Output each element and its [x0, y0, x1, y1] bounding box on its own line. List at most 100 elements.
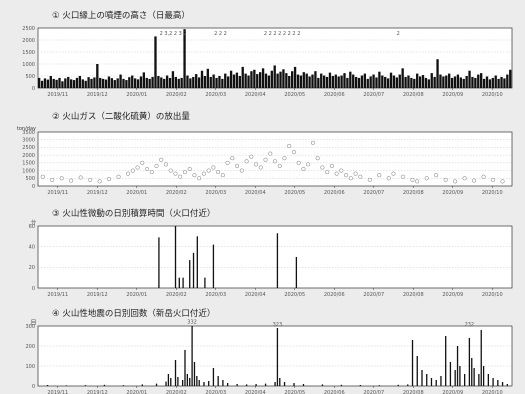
x-tick-label: 2019/11 [47, 92, 68, 98]
x-tick-label: 2020/10 [482, 190, 503, 196]
bar [264, 73, 268, 88]
point [192, 173, 197, 178]
bar [209, 76, 212, 88]
y-tick-label: 1500 [22, 50, 35, 56]
bar [245, 384, 248, 386]
bar [418, 76, 422, 88]
bar [250, 71, 253, 88]
bar [480, 330, 482, 386]
x-tick-label: 2020/06 [324, 190, 345, 196]
point [296, 160, 301, 165]
bar [299, 75, 303, 88]
x-tick-label: 2020/03 [205, 390, 226, 394]
bar [217, 376, 219, 386]
point [500, 179, 505, 184]
bar [445, 336, 447, 386]
point [282, 156, 287, 161]
bar [241, 66, 244, 88]
point [481, 174, 486, 179]
y-tick-label: 2000 [22, 38, 35, 44]
bar [139, 76, 143, 88]
y-tick-label: 500 [25, 176, 35, 182]
x-tick-label: 2020/08 [403, 390, 424, 394]
y-tick-label: 2000 [22, 153, 35, 159]
bar [478, 374, 480, 386]
plot-area [37, 225, 513, 289]
bar [334, 74, 337, 88]
bar [471, 76, 474, 88]
bar [459, 366, 461, 386]
bar [450, 77, 454, 88]
bar [206, 68, 209, 88]
bar [343, 73, 346, 88]
bar [430, 73, 433, 88]
bar [464, 374, 466, 386]
x-tick-label: 2019/12 [87, 390, 108, 394]
bar [163, 78, 166, 88]
point [344, 173, 349, 178]
bar [158, 237, 160, 288]
bar [509, 69, 512, 88]
bar [485, 76, 489, 88]
point [367, 177, 372, 182]
bar [506, 384, 508, 386]
bar [302, 384, 305, 386]
bar [195, 74, 198, 88]
bar [38, 77, 41, 88]
point [453, 179, 458, 184]
bar [189, 78, 192, 88]
bar [411, 340, 414, 386]
bar [200, 70, 204, 88]
bar [378, 385, 380, 386]
x-tick-label: 2020/06 [324, 292, 345, 298]
point [358, 174, 363, 179]
bar [282, 69, 285, 88]
y-tick-label: 0 [32, 184, 35, 190]
bar [103, 384, 106, 386]
bar [482, 366, 485, 386]
bar [145, 77, 148, 88]
bar [168, 77, 172, 88]
data-label: 2 2 2 [214, 31, 227, 37]
bar [261, 68, 265, 88]
bar [398, 74, 401, 88]
bar [305, 73, 308, 88]
bar [84, 80, 87, 88]
bar [468, 70, 471, 88]
bar [157, 76, 160, 88]
x-tick-label: 2020/01 [126, 190, 147, 196]
bar [363, 73, 367, 88]
x-tick-label: 2019/12 [87, 92, 108, 98]
x-tick-label: 2020/08 [403, 190, 424, 196]
bar [340, 384, 343, 386]
point [325, 170, 330, 175]
x-tick-label: 2020/01 [126, 390, 147, 394]
bar [296, 74, 300, 88]
bar [354, 76, 358, 88]
point [301, 166, 306, 172]
bar [397, 384, 399, 386]
bar [501, 382, 504, 386]
bar [174, 76, 178, 88]
bar [369, 76, 372, 88]
point [50, 177, 55, 182]
x-tick-label: 2020/04 [245, 92, 266, 98]
bar [52, 78, 55, 88]
bar [196, 376, 198, 386]
bar [46, 385, 49, 386]
x-tick-label: 2020/01 [126, 92, 147, 98]
x-tick-label: 2020/03 [205, 190, 226, 196]
bar [436, 59, 439, 88]
point [334, 171, 339, 176]
x-tick-label: 2020/05 [284, 190, 305, 196]
bar [256, 74, 259, 88]
y-unit: 分 [31, 219, 36, 226]
bar [416, 73, 419, 88]
bar [449, 362, 452, 386]
bar [276, 73, 279, 88]
point [249, 154, 254, 159]
bar [113, 80, 116, 88]
bar [224, 73, 227, 88]
point [197, 176, 202, 181]
